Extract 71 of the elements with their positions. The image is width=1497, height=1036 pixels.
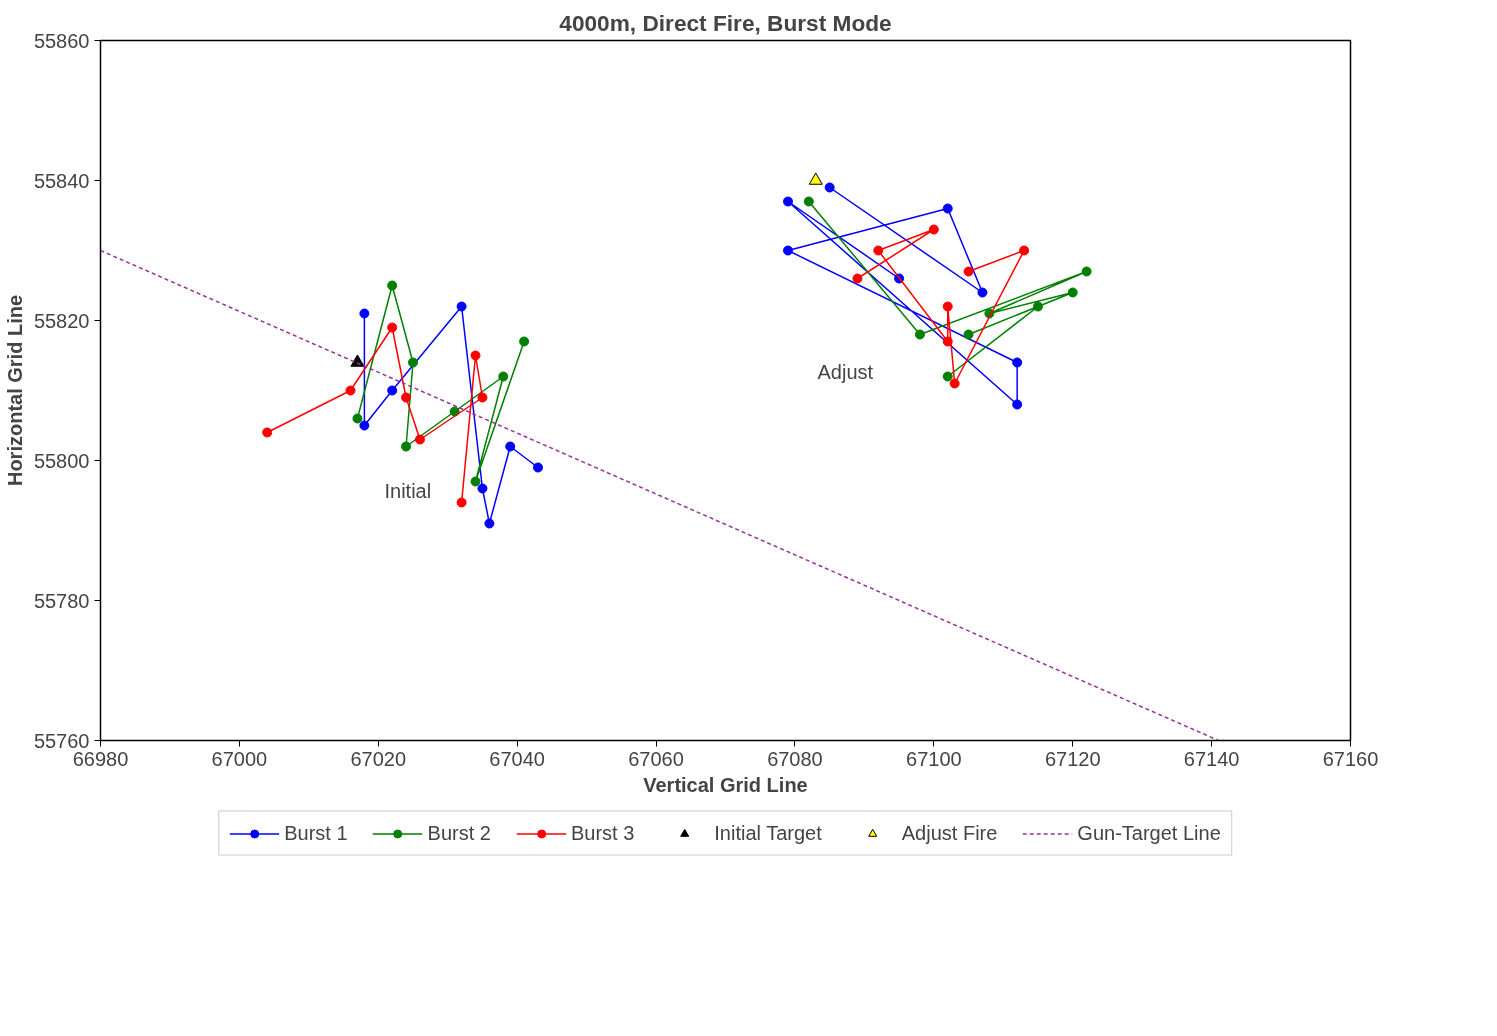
point [484, 518, 495, 529]
point [470, 476, 481, 487]
point [401, 392, 412, 403]
x-tick-label: 67040 [489, 747, 545, 770]
legend-label: Burst 2 [427, 821, 491, 845]
point [1033, 301, 1043, 312]
point [408, 357, 418, 368]
point [1081, 266, 1092, 277]
point [477, 483, 488, 494]
point [1012, 399, 1023, 410]
point [470, 350, 481, 361]
point [387, 280, 398, 291]
point [387, 385, 398, 396]
point [262, 427, 273, 438]
x-tick-label: 67160 [1322, 747, 1379, 770]
x-tick-label: 67060 [628, 747, 684, 770]
legend-label: Gun-Target Line [1077, 821, 1221, 845]
point [949, 378, 960, 389]
x-tick-label: 67020 [350, 747, 407, 770]
point [977, 287, 988, 298]
point [387, 322, 398, 333]
point [942, 336, 953, 347]
point [519, 336, 530, 347]
y-tick-label: 55820 [33, 309, 90, 332]
point [401, 441, 412, 452]
y-tick-label: 55780 [33, 589, 90, 612]
point [1012, 357, 1023, 368]
point [783, 196, 793, 207]
point [1067, 287, 1078, 298]
legend-label: Burst 1 [284, 821, 348, 845]
point [498, 371, 509, 382]
legend-label: Adjust Fire [901, 821, 998, 845]
point [783, 245, 793, 256]
point [359, 420, 370, 431]
point [963, 329, 974, 340]
y-axis-title: Horizontal Grid Line [3, 294, 26, 487]
chart-title: 4000m, Direct Fire, Burst Mode [559, 9, 892, 36]
y-tick-label: 55860 [33, 29, 90, 52]
point [942, 371, 953, 382]
point [414, 434, 425, 445]
y-tick-label: 55800 [33, 449, 90, 472]
point [824, 182, 835, 193]
point [963, 266, 974, 277]
point [942, 301, 953, 312]
x-tick-label: 67080 [767, 747, 823, 770]
point [345, 385, 356, 396]
annotation: Initial [384, 479, 432, 502]
point [942, 203, 953, 214]
point [873, 245, 884, 256]
legend-label: Initial Target [714, 821, 822, 845]
point [352, 413, 363, 424]
point [456, 497, 467, 508]
point [456, 301, 467, 312]
point [808, 172, 823, 185]
x-axis-title: Vertical Grid Line [643, 773, 808, 796]
point [914, 329, 925, 340]
point [928, 224, 939, 235]
point [852, 273, 863, 284]
point [359, 308, 370, 319]
point [477, 392, 488, 403]
point [1019, 245, 1030, 256]
x-tick-label: 67100 [906, 747, 962, 770]
legend-label: Burst 3 [570, 821, 635, 845]
point [505, 441, 516, 452]
annotation: Adjust [817, 360, 874, 383]
x-tick-label: 67140 [1183, 747, 1240, 770]
x-tick-label: 67000 [211, 747, 268, 770]
point [533, 462, 543, 473]
point [803, 196, 814, 207]
y-tick-label: 55840 [33, 169, 90, 192]
x-tick-label: 67120 [1044, 747, 1101, 770]
